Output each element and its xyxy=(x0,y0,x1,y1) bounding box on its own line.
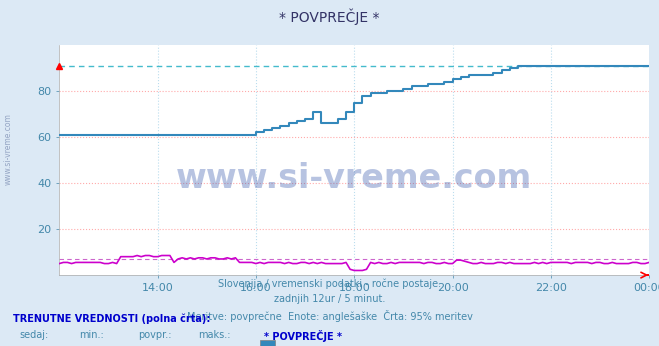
Text: min.:: min.: xyxy=(79,330,104,340)
Text: povpr.:: povpr.: xyxy=(138,330,172,340)
Text: www.si-vreme.com: www.si-vreme.com xyxy=(3,113,13,185)
Text: Meritve: povprečne  Enote: anglešaške  Črta: 95% meritev: Meritve: povprečne Enote: anglešaške Črt… xyxy=(186,310,473,322)
Text: sedaj:: sedaj: xyxy=(20,330,49,340)
Text: * POVPREČJE *: * POVPREČJE * xyxy=(279,9,380,25)
Text: Slovenija / vremenski podatki - ročne postaje.: Slovenija / vremenski podatki - ročne po… xyxy=(218,279,441,289)
Text: www.si-vreme.com: www.si-vreme.com xyxy=(176,162,532,195)
Text: TRENUTNE VREDNOSTI (polna črta):: TRENUTNE VREDNOSTI (polna črta): xyxy=(13,313,211,324)
Text: zadnjih 12ur / 5 minut.: zadnjih 12ur / 5 minut. xyxy=(273,294,386,304)
Text: maks.:: maks.: xyxy=(198,330,230,340)
Text: * POVPREČJE *: * POVPREČJE * xyxy=(264,330,341,342)
